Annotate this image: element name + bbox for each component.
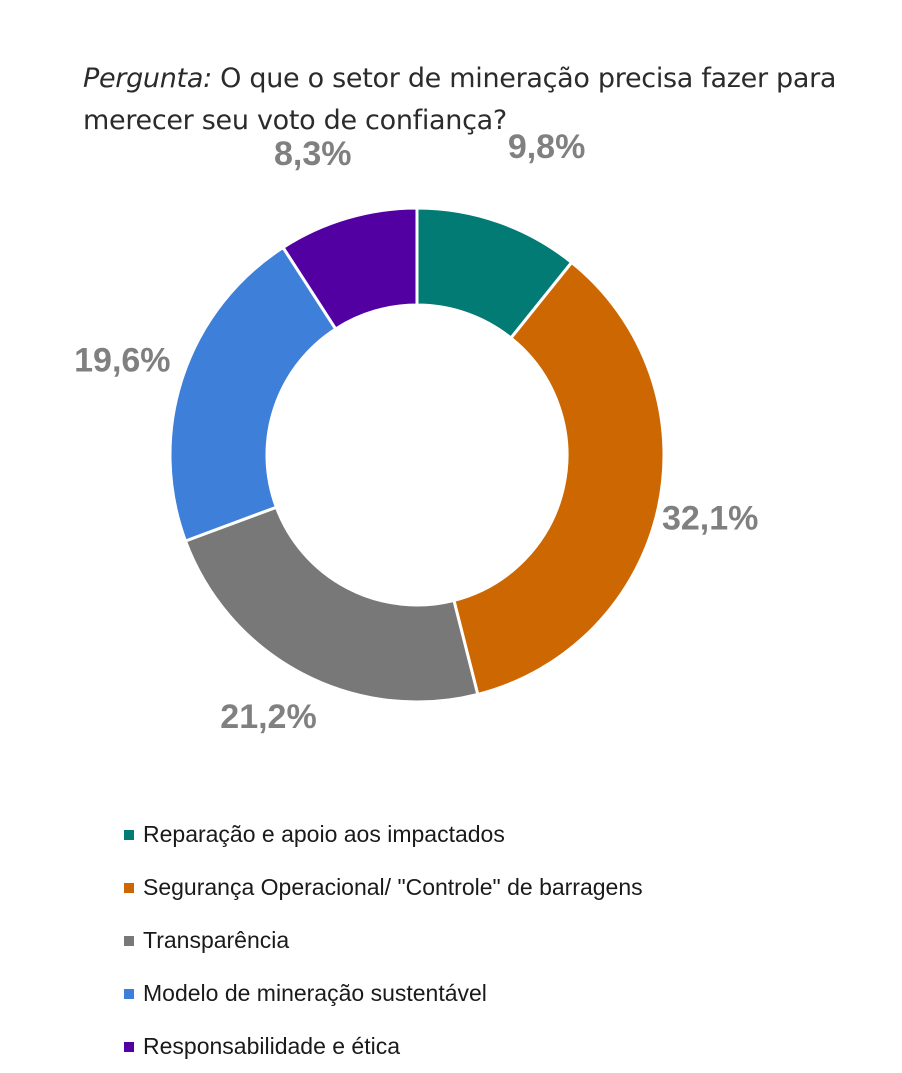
data-label-transparencia: 21,2% <box>220 698 316 736</box>
data-label-reparacao-e-apoio-aos-impactados: 9,8% <box>508 128 586 166</box>
data-labels: 9,8% 32,1% 21,2% 19,6% 8,3% <box>74 128 758 736</box>
title-question: O que o setor de mineração precisa fazer… <box>83 63 837 136</box>
data-label-modelo-de-mineracao-sustentavel: 19,6% <box>74 341 170 379</box>
data-label-seguranca-operacional-controle-de-barragens: 32,1% <box>662 500 758 538</box>
legend-item-reparacao-e-apoio-aos-impactados: Reparação e apoio aos impactados <box>124 808 643 861</box>
slice-responsabilidade-e-etica <box>280 206 419 332</box>
legend-swatch <box>124 882 134 893</box>
legend-label: Reparação e apoio aos impactados <box>143 821 505 847</box>
slice-modelo-de-mineracao-sustentavel <box>168 245 338 543</box>
legend-swatch <box>124 1041 134 1052</box>
donut-slices <box>168 206 666 704</box>
legend-item-transparencia: Transparência <box>124 914 643 967</box>
chart-legend: Reparação e apoio aos impactados Seguranç… <box>124 808 643 1073</box>
donut-chart: 9,8% 32,1% 21,2% 19,6% 8,3% <box>74 128 758 736</box>
legend-label: Responsabilidade e ética <box>143 1033 401 1059</box>
chart-title: Pergunta: O que o setor de mineração pre… <box>83 58 843 142</box>
legend-item-modelo-de-mineracao-sustentavel: Modelo de mineração sustentável <box>124 967 643 1020</box>
legend-item-seguranca-operacional-controle-de-barragens: Segurança Operacional/ "Controle" de bar… <box>124 861 643 914</box>
legend-label: Transparência <box>143 927 290 953</box>
legend-swatch <box>124 829 134 840</box>
legend-swatch <box>124 935 134 946</box>
slice-seguranca-operacional-controle-de-barragens <box>452 260 666 697</box>
legend-label: Modelo de mineração sustentável <box>143 980 487 1006</box>
slice-transparencia <box>183 505 480 704</box>
data-label-responsabilidade-e-etica: 8,3% <box>274 135 352 173</box>
legend-item-responsabilidade-e-etica: Responsabilidade e ética <box>124 1020 643 1073</box>
title-lead: Pergunta: <box>83 63 212 94</box>
legend-swatch <box>124 988 134 999</box>
legend-label: Segurança Operacional/ "Controle" de bar… <box>143 874 643 900</box>
